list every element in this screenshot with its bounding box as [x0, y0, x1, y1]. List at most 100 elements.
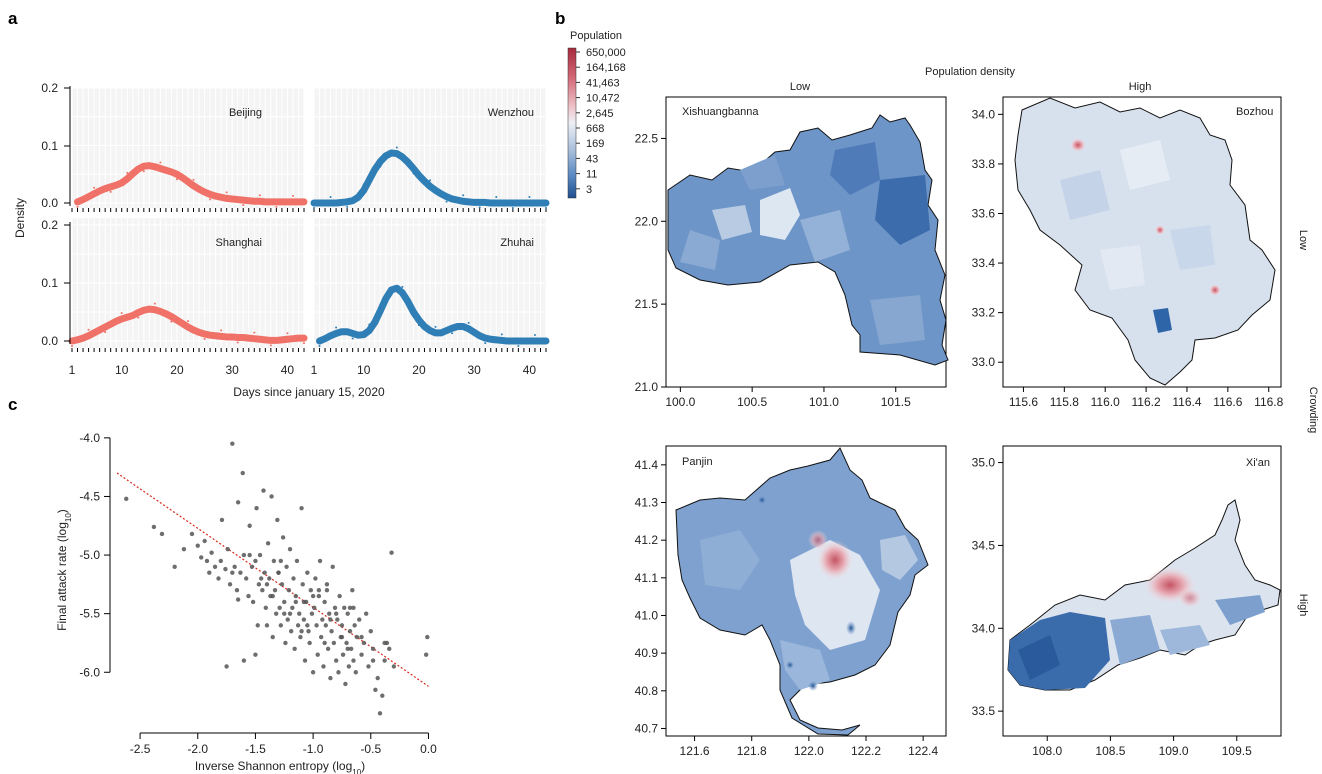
- scatter-point: [230, 570, 235, 575]
- x-tick-label: 20: [170, 363, 184, 377]
- y-tick-label: 33.2: [972, 306, 996, 320]
- row-title: Crowding: [1307, 387, 1319, 433]
- data-point: [203, 338, 206, 341]
- scatter-point: [254, 505, 259, 511]
- scatter-point: [340, 652, 346, 657]
- colorbar-title: Population: [570, 30, 622, 42]
- map-xishuangbanna: [667, 114, 949, 366]
- scatter-point: [377, 711, 383, 716]
- scatter-point: [327, 611, 332, 616]
- scatter-point: [306, 629, 311, 634]
- x-tick-label: -1.0: [303, 742, 324, 756]
- data-point: [368, 323, 371, 326]
- scatter-point: [249, 564, 255, 569]
- column-label-low: Low: [790, 81, 810, 93]
- panel-b-maps: Population 650,000 164,168 41,463 10,472 2,6…: [567, 30, 1319, 758]
- scatter-point: [344, 640, 349, 646]
- data-point: [429, 179, 431, 182]
- scatter-point: [336, 670, 341, 675]
- data-point: [495, 196, 498, 198]
- scatter-point: [351, 605, 356, 610]
- scatter-point: [321, 664, 326, 669]
- scatter-point: [223, 566, 228, 572]
- scatter-point: [253, 558, 258, 564]
- scatter-point: [204, 558, 210, 564]
- data-point: [175, 178, 178, 181]
- map-bozhou: [1014, 97, 1276, 386]
- scatter-point: [348, 646, 354, 652]
- data-point: [484, 342, 487, 345]
- x-tick-label: 40: [523, 363, 537, 377]
- scatter-point: [202, 538, 207, 544]
- data-point: [209, 198, 212, 201]
- data-point: [275, 205, 278, 208]
- x-tick-label: 108.0: [1032, 744, 1062, 758]
- scatter-point: [423, 652, 429, 657]
- data-point: [401, 285, 404, 288]
- facet-zhuhai: Zhuhai: [313, 218, 550, 352]
- scatter-point: [189, 531, 195, 537]
- data-point: [142, 170, 145, 173]
- data-point: [220, 329, 223, 332]
- scatter-point: [279, 582, 285, 587]
- scatter-point: [232, 564, 237, 569]
- map-axes-3: 108.0 108.5 109.0 109.5 33.5 34.0 34.5 35.0: [972, 456, 1252, 758]
- scatter-point: [342, 605, 347, 610]
- scatter-point: [282, 599, 287, 605]
- colorbar-tick-label: 668: [586, 123, 604, 135]
- scatter-point: [309, 611, 315, 616]
- data-point: [528, 196, 531, 198]
- scatter-point: [297, 611, 302, 616]
- y-tick-label: 41.3: [635, 495, 659, 509]
- x-tick-label: 116.2: [1132, 395, 1161, 409]
- map-panjin: [675, 447, 929, 736]
- data-point: [76, 205, 79, 208]
- map-axes-0: 100.0 100.5 101.0 101.5 21.0 21.5 22.0 22.5: [635, 131, 911, 409]
- scatter-point: [387, 646, 392, 652]
- scatter-point: [312, 605, 317, 610]
- scatter-point: [347, 629, 353, 634]
- y-tick-label: 0.2: [41, 218, 58, 232]
- scatter-point: [219, 517, 225, 523]
- scatter-point: [335, 617, 340, 622]
- x-tick-label: 101.0: [809, 395, 839, 409]
- panel-c-y-label: Final attack rate (log10): [55, 509, 73, 631]
- scatter-point: [375, 675, 380, 681]
- scatter-point: [293, 593, 299, 599]
- y-tick-label: 33.0: [972, 355, 996, 369]
- scatter-point: [264, 623, 270, 628]
- scatter-point: [257, 552, 263, 558]
- x-tick-label: -2.0: [187, 742, 208, 756]
- scatter-point: [363, 611, 369, 616]
- scatter-point: [373, 687, 378, 693]
- data-point: [545, 207, 547, 209]
- scatter-point: [328, 617, 333, 622]
- scatter-point: [272, 588, 278, 593]
- data-point: [291, 194, 294, 197]
- scatter-point: [264, 582, 270, 587]
- scatter-point: [359, 634, 364, 640]
- scatter-point: [346, 664, 352, 669]
- y-tick-label: 33.5: [972, 704, 996, 718]
- y-tick-label: 41.1: [635, 571, 659, 585]
- scatter-point: [323, 623, 328, 628]
- scatter-point: [209, 550, 214, 555]
- data-point: [236, 341, 239, 344]
- scatter-point: [305, 623, 310, 628]
- scatter-point: [262, 570, 267, 575]
- scatter-point: [294, 558, 300, 564]
- y-tick-label: 21.0: [635, 380, 659, 394]
- scatter-point: [368, 629, 373, 634]
- panel-letter-c: c: [8, 395, 17, 414]
- column-label-high: High: [1129, 81, 1152, 93]
- colorbar: [567, 47, 577, 199]
- x-tick-label: 122.2: [851, 744, 881, 758]
- density-line: [68, 305, 308, 345]
- data-point: [269, 344, 272, 347]
- facet-beijing: Beijing: [71, 87, 308, 212]
- scatter-point: [301, 617, 307, 622]
- data-point: [192, 178, 195, 181]
- scatter-point: [258, 576, 264, 581]
- scatter-point: [124, 496, 129, 502]
